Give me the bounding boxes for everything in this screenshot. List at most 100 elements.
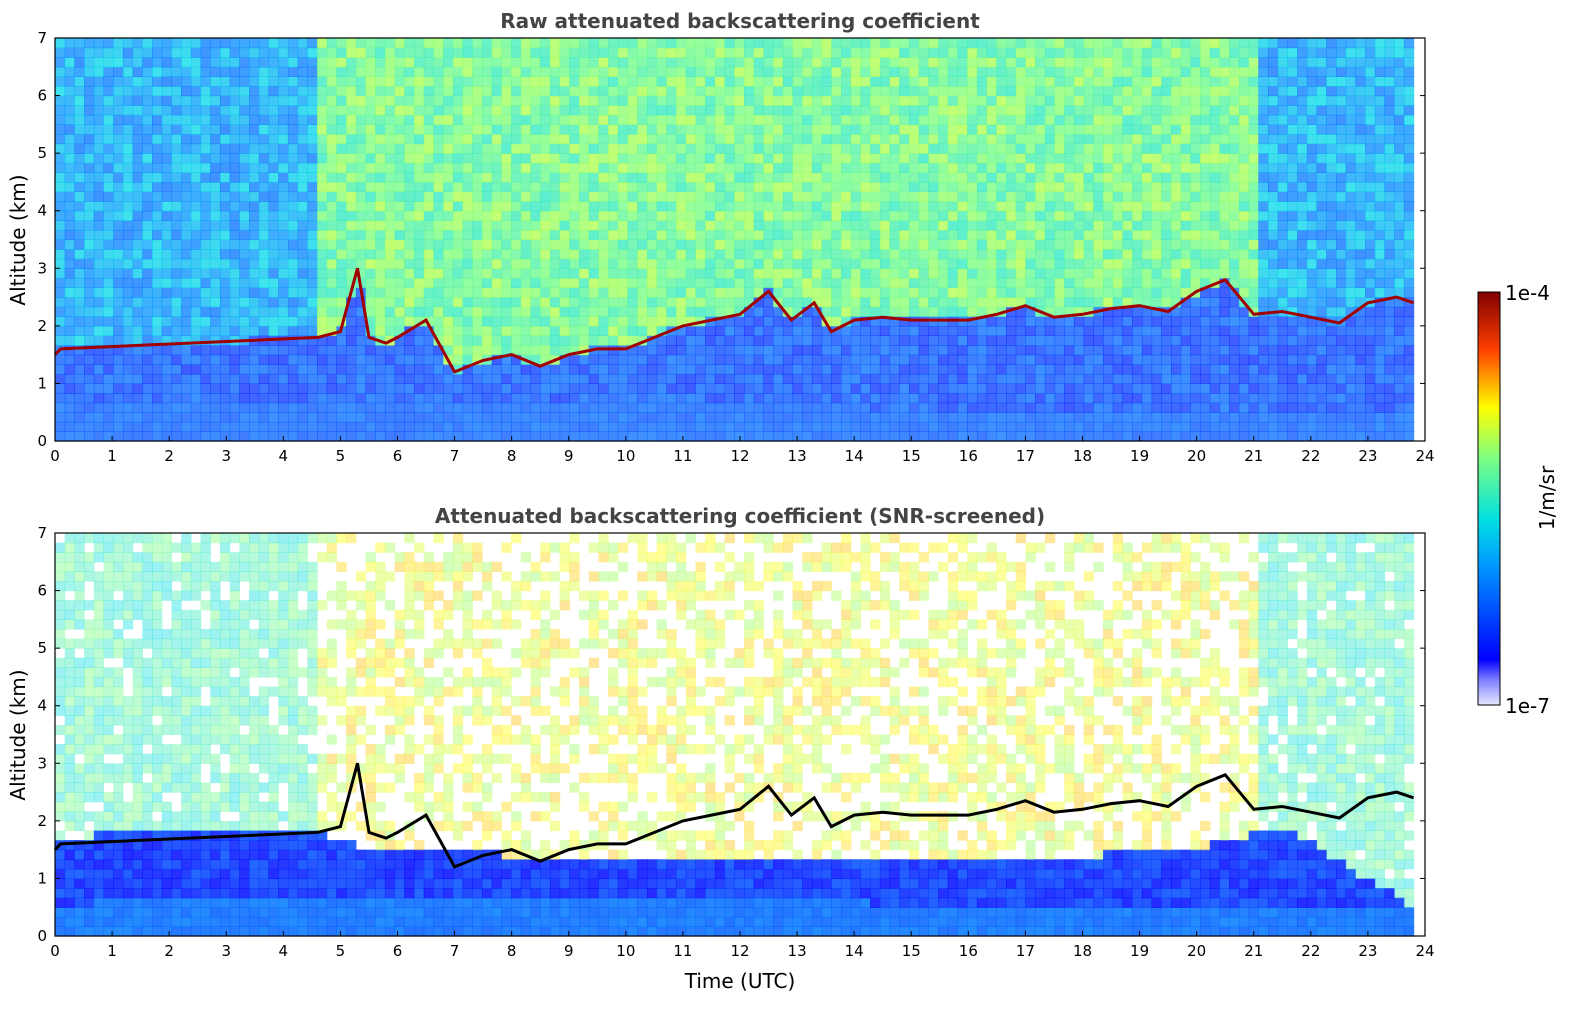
heatmap-cell	[229, 316, 240, 327]
heatmap-cell	[462, 393, 473, 404]
heatmap-cell	[627, 153, 638, 164]
heatmap-cell	[161, 85, 173, 97]
heatmap-cell	[1054, 124, 1065, 135]
heatmap-cell	[1006, 268, 1017, 279]
heatmap-cell	[569, 124, 580, 135]
heatmap-cell	[957, 47, 968, 58]
heatmap-cell	[307, 268, 318, 279]
heatmap-cell	[287, 201, 299, 212]
heatmap-cell	[549, 268, 561, 279]
heatmap-cell	[113, 47, 124, 58]
heatmap-cell	[142, 105, 153, 116]
heatmap-cell	[511, 393, 522, 404]
heatmap-cell	[55, 239, 66, 250]
heatmap-cell	[947, 325, 959, 337]
heatmap-cell	[540, 402, 551, 413]
heatmap-cell	[113, 76, 124, 87]
heatmap-cell	[122, 133, 134, 145]
heatmap-cell	[1161, 210, 1172, 221]
heatmap-cell	[142, 306, 153, 317]
heatmap-cell	[656, 201, 667, 212]
heatmap-cell	[753, 201, 764, 212]
heatmap-cell	[258, 287, 270, 298]
heatmap-cell	[219, 268, 231, 279]
heatmap-cell	[1103, 335, 1114, 346]
heatmap-cell	[414, 76, 425, 87]
heatmap-cell	[336, 297, 347, 308]
heatmap-cell	[753, 105, 764, 116]
heatmap-cell	[899, 402, 910, 413]
heatmap-cell	[132, 153, 143, 164]
heatmap-cell	[122, 393, 134, 404]
heatmap-cell	[511, 268, 522, 279]
heatmap-cell	[520, 325, 532, 337]
heatmap-cell	[1083, 220, 1094, 231]
heatmap-cell	[443, 153, 454, 164]
heatmap-cell	[287, 325, 299, 337]
heatmap-cell	[1006, 335, 1017, 346]
heatmap-cell	[656, 153, 667, 164]
heatmap-cell	[258, 191, 270, 202]
heatmap-cell	[821, 201, 832, 212]
heatmap-cell	[695, 76, 706, 87]
heatmap-cell	[588, 162, 600, 173]
heatmap-cell	[1200, 220, 1211, 231]
heatmap-cell	[763, 85, 774, 97]
heatmap-cell	[375, 239, 386, 250]
heatmap-cell	[608, 277, 619, 289]
heatmap-cell	[792, 335, 803, 346]
heatmap-cell	[336, 316, 347, 327]
heatmap-cell	[666, 47, 677, 58]
heatmap-cell	[511, 229, 522, 241]
heatmap-cell	[1112, 162, 1124, 173]
heatmap-cell	[889, 249, 900, 260]
heatmap-cell	[1044, 364, 1056, 375]
heatmap-cell	[1015, 277, 1027, 289]
heatmap-cell	[947, 172, 959, 183]
heatmap-cell	[462, 172, 473, 183]
heatmap-cell	[986, 277, 997, 289]
heatmap-cell	[899, 297, 910, 308]
heatmap-cell	[1044, 373, 1056, 385]
heatmap-cell	[414, 258, 425, 269]
heatmap-cell	[588, 220, 600, 231]
heatmap-cell	[171, 38, 182, 49]
heatmap-cell	[1103, 95, 1114, 106]
heatmap-cell	[268, 364, 279, 375]
heatmap-cell	[870, 373, 881, 385]
heatmap-cell	[258, 421, 270, 433]
heatmap-cell	[1073, 229, 1085, 241]
heatmap-cell	[957, 172, 968, 183]
heatmap-cell	[646, 210, 658, 221]
heatmap-cell	[229, 287, 240, 298]
heatmap-cell	[142, 421, 153, 433]
heatmap-cell	[511, 124, 522, 135]
heatmap-cell	[908, 297, 920, 308]
heatmap-cell	[569, 210, 580, 221]
heatmap-cell	[1112, 153, 1124, 164]
heatmap-cell	[666, 191, 677, 202]
heatmap-cell	[132, 249, 143, 260]
heatmap-cell	[103, 47, 114, 58]
heatmap-cell	[782, 364, 794, 375]
heatmap-cell	[860, 66, 871, 77]
heatmap-cell	[1132, 38, 1143, 49]
heatmap-cell	[200, 258, 211, 269]
heatmap-cell	[219, 38, 231, 49]
heatmap-cell	[1180, 268, 1191, 279]
heatmap-cell	[705, 76, 716, 87]
heatmap-cell	[472, 268, 483, 279]
heatmap-cell	[695, 402, 706, 413]
heatmap-cell	[1083, 383, 1094, 394]
heatmap-cell	[695, 114, 706, 125]
heatmap-cell	[297, 258, 308, 269]
heatmap-cell	[1054, 47, 1065, 58]
heatmap-cell	[986, 393, 997, 404]
heatmap-cell	[598, 114, 609, 125]
heatmap-cell	[1054, 354, 1065, 365]
heatmap-cell	[608, 172, 619, 183]
heatmap-cell	[841, 297, 852, 308]
heatmap-cell	[171, 105, 182, 116]
heatmap-cell	[152, 191, 163, 202]
heatmap-cell	[549, 431, 561, 442]
